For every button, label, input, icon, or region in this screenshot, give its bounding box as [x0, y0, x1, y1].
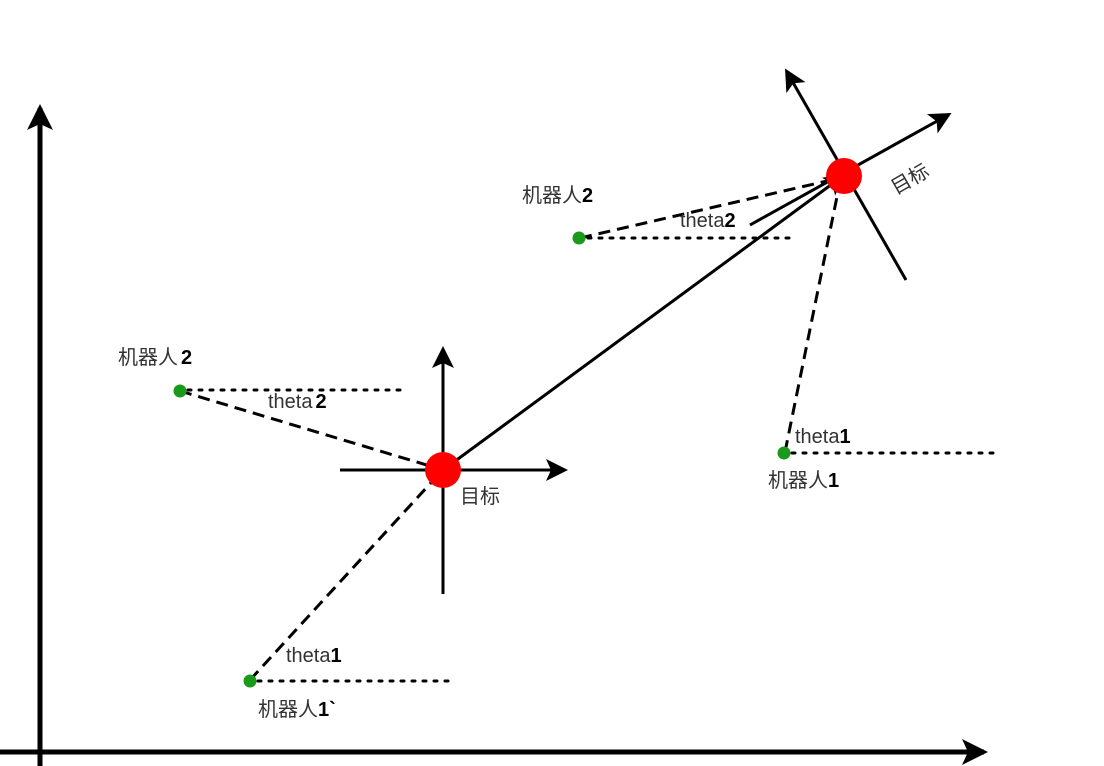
theta2-a-text: theta — [268, 391, 313, 413]
theta1-b-label: theta1 — [795, 426, 851, 448]
theta1-b-num: 1 — [839, 426, 850, 448]
dash-robot2b-to-targetb — [579, 174, 842, 240]
robot1-b-label: 机器人1 — [768, 468, 839, 492]
robot1-a-marker — [243, 674, 257, 688]
theta1-b-text: theta — [795, 426, 840, 448]
target-b-marker — [826, 158, 862, 194]
robot2-a-label-num: 2 — [181, 347, 192, 369]
transform-arrow — [442, 173, 847, 472]
robot1-b-label-num: 1 — [828, 470, 839, 492]
robot2-b-label: 机器人2 — [522, 183, 593, 207]
target-b-label: 目标 — [887, 159, 934, 200]
robot1-b-label-text: 机器人 — [768, 468, 828, 492]
dash-robot1a-to-targeta — [248, 471, 442, 682]
robot2-b-label-text: 机器人 — [522, 183, 582, 207]
robot1-a-label-text: 机器人 — [258, 697, 318, 721]
target-a-label: 目标 — [460, 484, 500, 508]
dash-robot2a-to-targeta — [179, 389, 442, 472]
theta1-a-num: 1 — [330, 645, 341, 667]
robot1-a-label: 机器人1` — [258, 697, 336, 721]
theta2-a-num: 2 — [315, 391, 326, 413]
robot1-b-marker — [777, 446, 791, 460]
robot2-a-label-text: 机器人 — [118, 345, 178, 369]
target-a-marker — [425, 452, 461, 488]
robot1-a-label-num: 1` — [318, 699, 336, 721]
theta2-a-label: theta 2 — [268, 391, 327, 413]
theta2-b-num: 2 — [724, 210, 735, 232]
theta1-a-text: theta — [286, 645, 331, 667]
robot2-a-marker — [173, 384, 187, 398]
robot2-a-label: 机器人 2 — [118, 345, 192, 369]
theta2-b-label: theta2 — [680, 210, 736, 232]
dash-robot1b-to-targetb — [783, 180, 844, 453]
robot2-b-marker — [572, 231, 586, 245]
robot2-b-label-num: 2 — [582, 185, 593, 207]
theta2-b-text: theta — [680, 210, 725, 232]
theta1-a-label: theta1 — [286, 645, 342, 667]
